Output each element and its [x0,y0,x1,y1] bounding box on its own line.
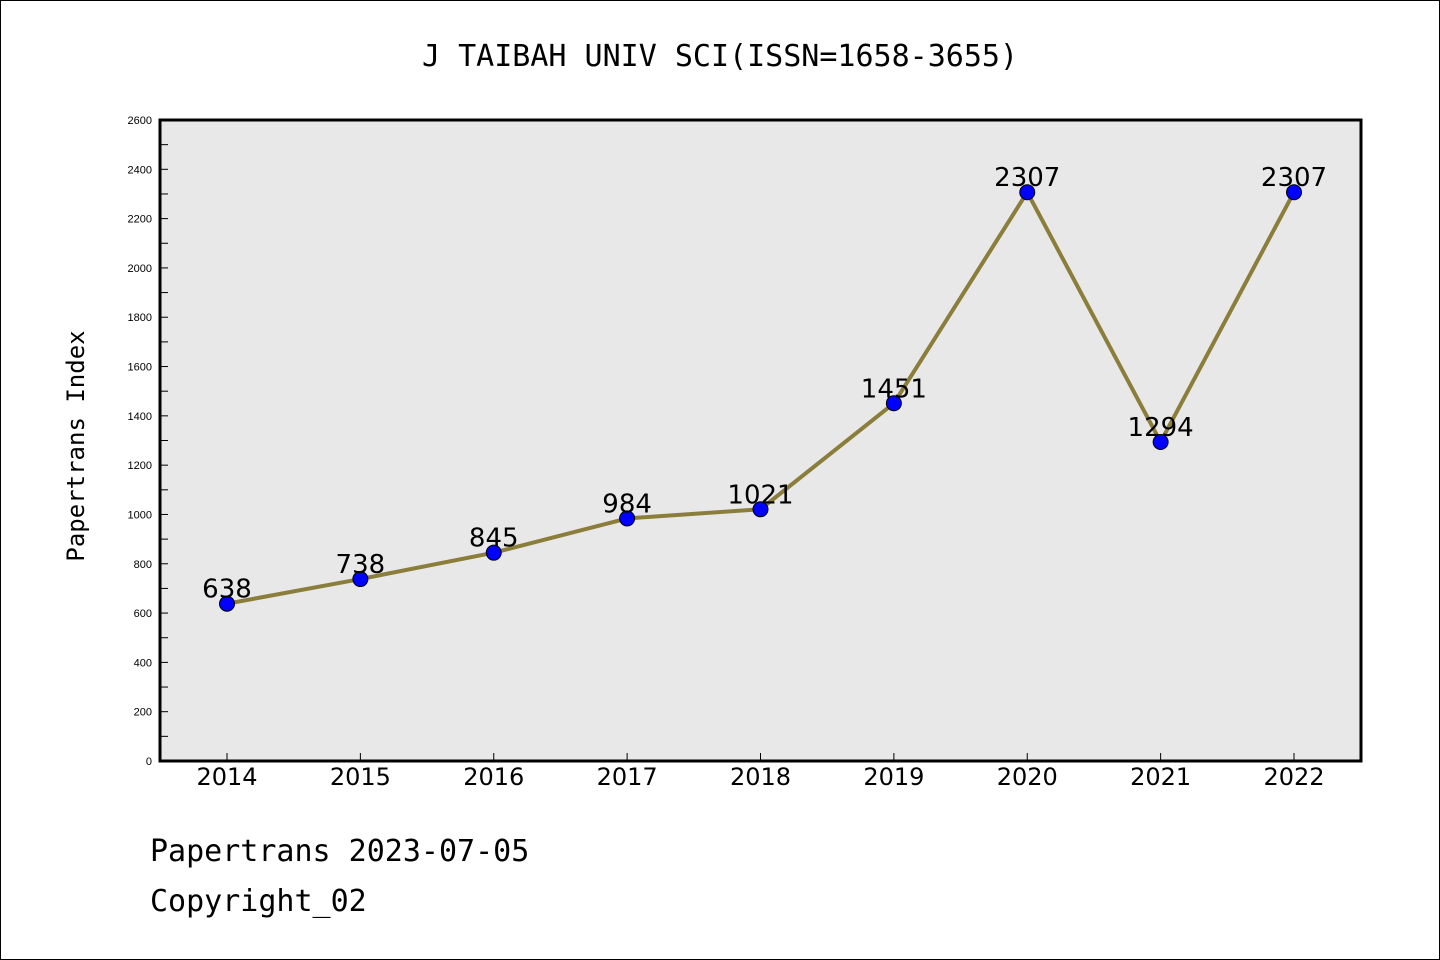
x-tick-label: 2022 [1263,763,1324,791]
y-tick-label: 400 [134,657,152,669]
data-point [752,501,769,518]
y-tick-label: 1000 [128,509,152,521]
data-label: 1451 [861,374,927,404]
x-tick-label: 2014 [196,763,257,791]
data-label: 845 [469,524,519,554]
data-point [1152,433,1169,450]
data-label: 2307 [1261,163,1327,193]
data-label: 738 [336,550,386,580]
footer-date: Papertrans 2023-07-05 [150,834,530,869]
data-point [352,571,369,588]
data-labels-group: 638 738 845 984 1021 1451 2307 1294 2307 [202,163,1327,604]
x-tick-label: 2018 [730,763,791,791]
y-tick-label: 1200 [128,460,152,472]
data-point [1286,184,1302,201]
y-tick-label: 1800 [128,312,152,324]
data-point [619,510,636,527]
y-tick-label: 2000 [128,263,152,275]
data-point [885,395,902,412]
y-tick-label: 0 [146,756,152,768]
data-label: 1294 [1128,413,1194,443]
chart-title: J TAIBAH UNIV SCI(ISSN=1658-3655) [422,39,1018,74]
y-tick-label: 200 [134,707,152,719]
x-tick-label: 2015 [330,763,391,791]
data-label: 1021 [727,480,793,510]
y-tick-label: 2600 [128,115,152,127]
footer-copyright: Copyright_02 [150,884,367,919]
x-tick-label: 2019 [863,763,924,791]
x-tick-label: 2021 [1130,763,1191,791]
y-tick-label: 1400 [128,411,152,423]
y-tick-label: 600 [134,608,152,620]
data-label: 638 [202,575,252,605]
y-tick-label: 1600 [128,362,152,374]
x-tick-label: 2016 [463,763,524,791]
y-axis-label: Papertrans Index [62,330,90,561]
x-axis: 2014 2015 2016 2017 2018 2019 2020 2021 2022 [196,753,1325,791]
data-point [1019,184,1036,201]
x-tick-label: 2020 [997,763,1058,791]
y-tick-label: 2200 [128,214,152,226]
x-tick-label: 2017 [597,763,658,791]
y-tick-label: 2400 [128,164,152,176]
data-point [485,544,502,561]
data-point [219,595,235,612]
plot-border [158,118,1363,763]
data-label: 984 [602,489,652,519]
data-label: 2307 [994,163,1060,193]
y-axis: 0 200 400 600 800 1000 1200 1400 1600 1800 2000 220… [128,115,168,768]
markers-group [219,184,1302,612]
y-tick-label: 800 [134,559,152,571]
